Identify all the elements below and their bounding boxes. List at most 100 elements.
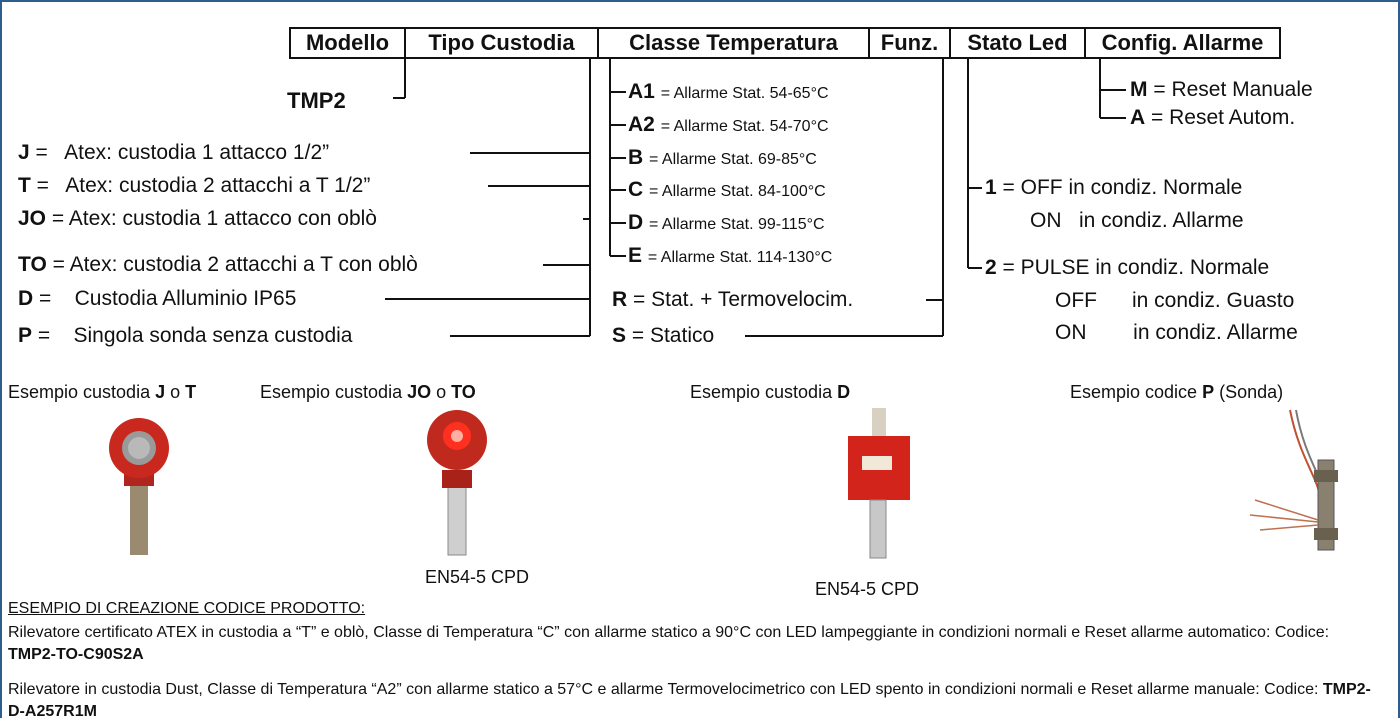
photo-jo-to	[427, 410, 487, 556]
option-text: = Allarme Stat. 54-70°C	[660, 118, 829, 135]
led-text: ON in condiz. Allarme	[1055, 321, 1298, 344]
header-cell: Modello	[305, 30, 390, 55]
model-code: TMP2	[287, 88, 346, 113]
cert-label: EN54-5 CPD	[425, 567, 530, 587]
housing-option: T = Atex: custodia 2 attacchi a T 1/2”	[18, 175, 370, 196]
option-text: = Allarme Stat. 84-100°C	[649, 183, 826, 200]
header-cell: Stato Led	[967, 30, 1068, 55]
caption-part: Esempio custodia	[260, 382, 408, 402]
option-text: = Atex: custodia 2 attacchi a T 1/2”	[36, 174, 371, 197]
example-caption: Esempio custodia JO o TO	[260, 383, 476, 401]
option-code: A2	[628, 113, 655, 136]
housing-option: P = Singola sonda senza custodia	[18, 325, 353, 346]
example-text: Rilevatore certificato ATEX in custodia …	[8, 624, 1330, 641]
caption-part: o	[165, 382, 186, 402]
option-code: A1	[628, 80, 655, 103]
alarm-option: A = Reset Autom.	[1130, 107, 1295, 128]
example-caption: Esempio custodia J o T	[8, 383, 196, 401]
option-code: S	[612, 324, 627, 347]
temperature-option: B = Allarme Stat. 69-85°C	[628, 147, 817, 168]
option-code: A	[1130, 106, 1146, 129]
option-text: = Allarme Stat. 54-65°C	[660, 85, 829, 102]
option-code: J	[18, 141, 30, 164]
led-text: OFF in condiz. Guasto	[1055, 288, 1295, 312]
caption-part: D	[837, 382, 851, 402]
option-code: TO	[18, 253, 47, 276]
caption-part: (Sonda)	[1214, 382, 1284, 402]
cert-label: EN54-5 CPD	[815, 579, 920, 599]
temperature-option: A1 = Allarme Stat. 54-65°C	[628, 81, 829, 102]
header-cell: Tipo Custodia	[428, 30, 575, 55]
led-line: OFF in condiz. Guasto	[1055, 290, 1294, 311]
photo-d	[848, 408, 910, 559]
option-code: E	[628, 244, 643, 267]
option-text: = Statico	[631, 324, 715, 347]
option-text: = Stat. + Termovelocim.	[633, 288, 854, 311]
option-code: 1	[985, 176, 997, 199]
option-code: M	[1130, 78, 1148, 101]
function-option: S = Statico	[612, 325, 714, 346]
example-caption: Esempio codice P (Sonda)	[1070, 383, 1283, 401]
caption-part: Esempio custodia	[8, 382, 156, 402]
housing-option: J = Atex: custodia 1 attacco 1/2”	[18, 142, 329, 163]
option-text: = Allarme Stat. 99-115°C	[649, 216, 825, 233]
caption-part: J	[155, 382, 166, 402]
option-text: = Allarme Stat. 69-85°C	[649, 151, 817, 168]
caption-part: Esempio codice	[1070, 382, 1203, 402]
example-text: Rilevatore in custodia Dust, Classe di T…	[8, 681, 1323, 698]
caption-part: T	[185, 382, 197, 402]
option-code: B	[628, 146, 644, 169]
housing-option: D = Custodia Alluminio IP65	[18, 288, 296, 309]
led-line: 1 = OFF in condiz. Normale	[985, 177, 1242, 198]
led-line: ON in condiz. Allarme	[1055, 322, 1298, 343]
option-text: = Singola sonda senza custodia	[37, 324, 353, 347]
code-example: Rilevatore certificato ATEX in custodia …	[8, 622, 1378, 666]
option-code: R	[612, 288, 628, 311]
option-code: JO	[18, 207, 47, 230]
option-code: T	[18, 174, 31, 197]
function-option: R = Stat. + Termovelocim.	[612, 289, 853, 310]
option-text: = Allarme Stat. 114-130°C	[647, 249, 833, 266]
option-text: = Atex: custodia 1 attacco con oblò	[51, 207, 377, 230]
led-text: ON in condiz. Allarme	[1030, 208, 1244, 232]
option-text: = Reset Autom.	[1151, 106, 1296, 129]
caption-part: JO	[407, 382, 432, 402]
option-code: D	[18, 287, 34, 310]
caption-part: P	[1202, 382, 1215, 402]
example-caption: Esempio custodia D	[690, 383, 850, 401]
led-line: ON in condiz. Allarme	[1030, 210, 1244, 231]
header-cell: Config. Allarme	[1101, 30, 1264, 55]
option-text: = Atex: custodia 1 attacco 1/2”	[35, 141, 330, 164]
led-line: 2 = PULSE in condiz. Normale	[985, 257, 1269, 278]
example-code: TMP2-D-A257R1M	[8, 681, 1371, 720]
alarm-option: M = Reset Manuale	[1130, 79, 1313, 100]
led-text: = OFF in condiz. Normale	[1002, 176, 1243, 199]
led-text: = PULSE in condiz. Normale	[1002, 256, 1270, 279]
temperature-option: C = Allarme Stat. 84-100°C	[628, 179, 826, 200]
header-cell: Classe Temperatura	[629, 30, 838, 55]
code-example: Rilevatore in custodia Dust, Classe di T…	[8, 679, 1378, 723]
option-code: P	[18, 324, 33, 347]
photo-p	[1249, 409, 1338, 551]
housing-option: TO = Atex: custodia 2 attacchi a T con o…	[18, 254, 418, 275]
header-cell: Funz.	[880, 30, 939, 55]
option-code: C	[628, 178, 644, 201]
caption-part: TO	[451, 382, 476, 402]
option-text: = Reset Manuale	[1153, 78, 1313, 101]
option-text: = Atex: custodia 2 attacchi a T con oblò	[52, 253, 418, 276]
temperature-option: D = Allarme Stat. 99-115°C	[628, 212, 825, 233]
caption-part: o	[431, 382, 452, 402]
option-code: D	[628, 211, 644, 234]
example-code: TMP2-TO-C90S2A	[8, 646, 144, 663]
photo-j-t	[109, 418, 169, 555]
temperature-option: A2 = Allarme Stat. 54-70°C	[628, 114, 829, 135]
header-box	[289, 27, 1281, 59]
housing-option: JO = Atex: custodia 1 attacco con oblò	[18, 208, 377, 229]
option-code: 2	[985, 256, 997, 279]
section-title: ESEMPIO DI CREAZIONE CODICE PRODOTTO:	[8, 600, 366, 617]
option-text: = Custodia Alluminio IP65	[39, 287, 297, 310]
